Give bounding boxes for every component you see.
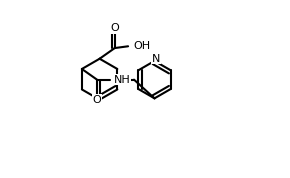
Text: O: O (93, 95, 102, 105)
Text: OH: OH (133, 41, 150, 51)
Text: NH: NH (114, 75, 130, 85)
Text: O: O (110, 23, 119, 33)
Text: N: N (152, 54, 160, 64)
